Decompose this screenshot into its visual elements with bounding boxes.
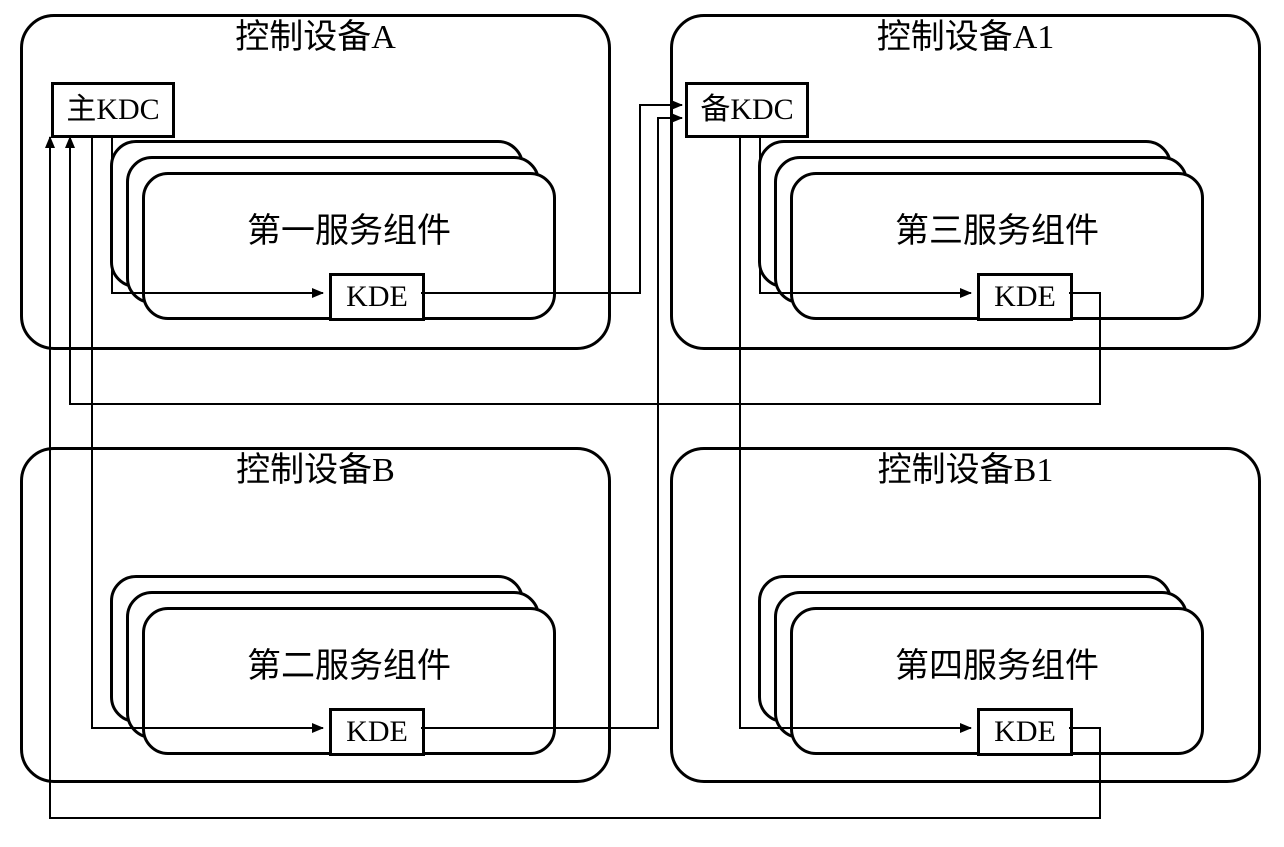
diagram-canvas: 控制设备A 主KDC 第一服务组件 KDE 控制设备A1 备KDC 第三服务组件…	[0, 0, 1284, 847]
component-stack-A: 第一服务组件 KDE	[110, 140, 550, 320]
device-A-title: 控制设备A	[23, 21, 608, 55]
component-card-A1-1: 第三服务组件 KDE	[790, 172, 1204, 320]
kdc-backup: 备KDC	[685, 82, 809, 138]
component-card-B-1: 第二服务组件 KDE	[142, 607, 556, 755]
device-A1-title: 控制设备A1	[673, 21, 1258, 55]
component-card-B1-1: 第四服务组件 KDE	[790, 607, 1204, 755]
component-stack-B: 第二服务组件 KDE	[110, 575, 550, 755]
kde-A: KDE	[329, 273, 425, 321]
kde-A1: KDE	[977, 273, 1073, 321]
component-stack-A1: 第三服务组件 KDE	[758, 140, 1198, 320]
component-B-label: 第二服务组件	[145, 650, 553, 684]
device-B-title: 控制设备B	[23, 454, 608, 488]
device-B1-title: 控制设备B1	[673, 454, 1258, 488]
component-A-label: 第一服务组件	[145, 215, 553, 249]
component-B1-label: 第四服务组件	[793, 650, 1201, 684]
component-A1-label: 第三服务组件	[793, 215, 1201, 249]
kde-B: KDE	[329, 708, 425, 756]
kdc-main: 主KDC	[51, 82, 175, 138]
component-card-A-1: 第一服务组件 KDE	[142, 172, 556, 320]
component-stack-B1: 第四服务组件 KDE	[758, 575, 1198, 755]
kde-B1: KDE	[977, 708, 1073, 756]
